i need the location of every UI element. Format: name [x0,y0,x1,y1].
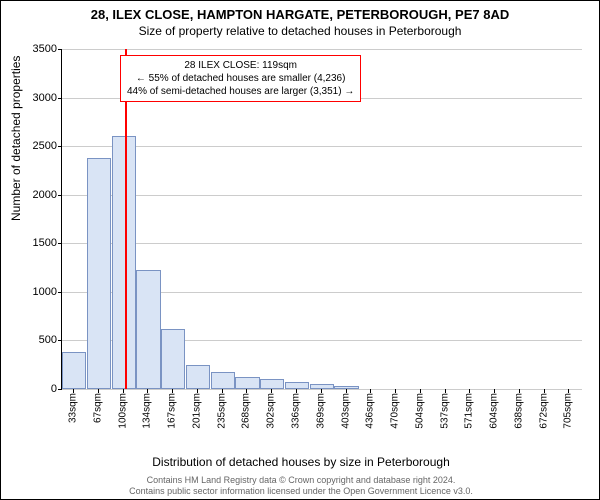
ytick-label: 1000 [17,286,57,298]
bar [161,329,185,389]
bar [334,386,358,389]
bar [136,270,160,389]
xtick-label: 604sqm [489,393,500,429]
gridline [62,243,582,244]
gridline [62,146,582,147]
xtick-label: 638sqm [513,393,524,429]
ytick-label: 500 [17,334,57,346]
gridline [62,389,582,390]
xtick-label: 369sqm [315,393,326,429]
bar [235,377,259,389]
chart-title: 28, ILEX CLOSE, HAMPTON HARGATE, PETERBO… [1,7,599,22]
xtick-label: 268sqm [241,393,252,429]
bar [112,136,136,389]
xtick-label: 33sqm [68,393,79,423]
xtick-label: 403sqm [340,393,351,429]
ytick-mark [58,98,62,99]
footer-line1: Contains HM Land Registry data © Crown c… [1,475,600,486]
xtick-label: 672sqm [538,393,549,429]
bar [260,379,284,389]
annotation-line2: ← 55% of detached houses are smaller (4,… [127,72,354,85]
gridline [62,49,582,50]
xtick-label: 436sqm [365,393,376,429]
xtick-label: 167sqm [167,393,178,429]
xtick-label: 537sqm [439,393,450,429]
ytick-mark [58,389,62,390]
xtick-label: 571sqm [464,393,475,429]
xtick-label: 134sqm [142,393,153,429]
ytick-mark [58,195,62,196]
bar [211,372,235,389]
ytick-label: 2500 [17,140,57,152]
xtick-label: 67sqm [92,393,103,423]
plot-region: 28 ILEX CLOSE: 119sqm← 55% of detached h… [61,49,582,390]
ytick-mark [58,292,62,293]
xtick-label: 235sqm [216,393,227,429]
xtick-label: 201sqm [191,393,202,429]
ytick-mark [58,146,62,147]
ytick-mark [58,340,62,341]
annotation-box: 28 ILEX CLOSE: 119sqm← 55% of detached h… [120,55,361,102]
chart-container: 28, ILEX CLOSE, HAMPTON HARGATE, PETERBO… [0,0,600,500]
xtick-label: 470sqm [390,393,401,429]
ytick-label: 2000 [17,189,57,201]
ytick-label: 3000 [17,92,57,104]
bar [87,158,111,389]
chart-subtitle: Size of property relative to detached ho… [1,24,599,38]
xtick-label: 336sqm [290,393,301,429]
gridline [62,195,582,196]
footer-line2: Contains public sector information licen… [1,486,600,497]
annotation-line3: 44% of semi-detached houses are larger (… [127,85,354,98]
xtick-label: 705sqm [563,393,574,429]
ytick-label: 1500 [17,237,57,249]
ytick-mark [58,243,62,244]
chart-area: 28 ILEX CLOSE: 119sqm← 55% of detached h… [61,49,581,429]
ytick-label: 3500 [17,43,57,55]
bar [186,365,210,389]
xtick-label: 504sqm [414,393,425,429]
bar [285,382,309,389]
ytick-label: 0 [17,383,57,395]
x-axis-label: Distribution of detached houses by size … [1,455,600,469]
footer-attribution: Contains HM Land Registry data © Crown c… [1,475,600,497]
bar [62,352,86,389]
xtick-label: 302sqm [266,393,277,429]
annotation-line1: 28 ILEX CLOSE: 119sqm [127,59,354,72]
xtick-label: 100sqm [117,393,128,429]
ytick-mark [58,49,62,50]
